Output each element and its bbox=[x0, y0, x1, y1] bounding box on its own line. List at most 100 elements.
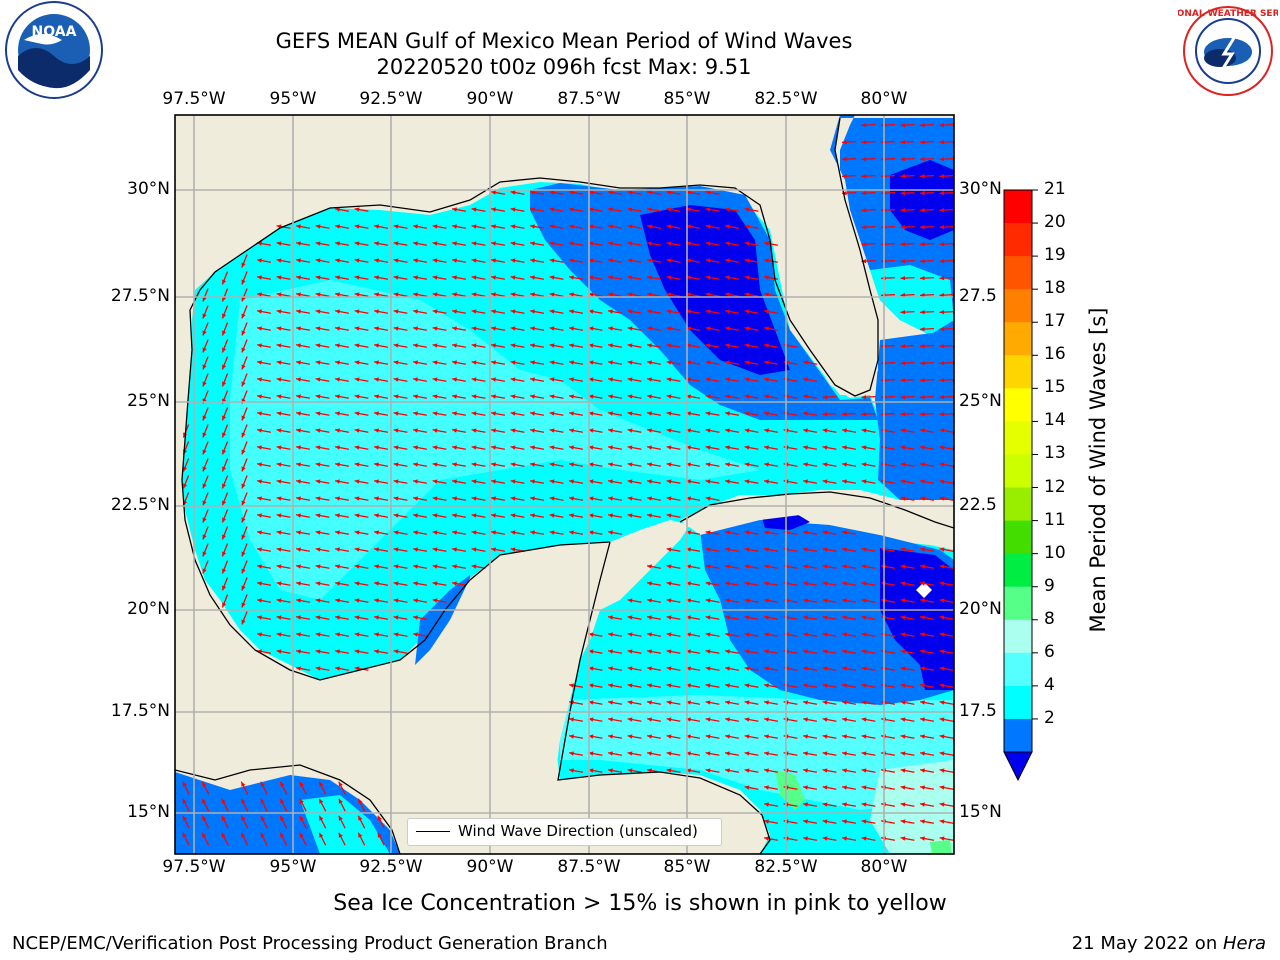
wind-wave-arrow bbox=[666, 496, 681, 501]
wind-wave-arrow bbox=[315, 496, 330, 501]
wind-wave-arrow bbox=[744, 241, 759, 246]
colorbar-segment bbox=[1004, 718, 1032, 753]
wind-wave-arrow bbox=[260, 815, 268, 829]
lon-tick-label-top: 80°W bbox=[860, 89, 908, 109]
wind-wave-arrow bbox=[256, 530, 272, 535]
wind-wave-arrow bbox=[822, 734, 837, 739]
wind-wave-arrow bbox=[315, 649, 330, 654]
colorbar-segment bbox=[1004, 322, 1032, 356]
wind-wave-arrow bbox=[705, 717, 720, 722]
wind-wave-arrow bbox=[919, 683, 935, 688]
wind-wave-arrow bbox=[802, 377, 818, 382]
wind-wave-arrow bbox=[276, 326, 291, 331]
wind-wave-arrow bbox=[744, 224, 759, 229]
florida-land bbox=[760, 115, 954, 398]
wind-wave-arrow bbox=[646, 190, 662, 195]
wind-wave-arrow bbox=[373, 360, 389, 365]
wind-wave-arrow bbox=[763, 292, 779, 297]
wind-wave-arrow bbox=[822, 836, 837, 841]
wind-wave-arrow bbox=[588, 734, 603, 739]
wind-wave-arrow bbox=[841, 411, 857, 417]
wind-wave-arrow bbox=[393, 241, 408, 246]
wind-wave-arrow bbox=[295, 275, 311, 280]
wind-wave-arrow bbox=[666, 292, 681, 297]
wind-wave-arrow bbox=[705, 632, 720, 637]
wind-wave-arrow bbox=[221, 271, 229, 285]
wind-wave-arrow bbox=[471, 343, 486, 348]
wind-wave-arrow bbox=[607, 190, 623, 195]
wind-wave-arrow bbox=[861, 802, 876, 807]
wind-wave-arrow bbox=[315, 275, 330, 280]
wind-wave-arrow bbox=[919, 258, 935, 264]
wind-wave-arrow bbox=[490, 275, 506, 280]
wind-wave-arrow bbox=[279, 815, 288, 829]
wind-wave-arrow bbox=[939, 751, 954, 756]
wind-wave-arrow bbox=[412, 598, 428, 603]
wind-wave-arrow bbox=[202, 526, 209, 540]
wind-wave-arrow bbox=[256, 547, 272, 552]
wind-wave-arrow bbox=[646, 564, 662, 569]
wind-wave-arrow bbox=[919, 751, 935, 756]
wind-wave-arrow bbox=[471, 547, 486, 552]
wind-wave-arrow bbox=[315, 394, 330, 399]
wind-wave-arrow bbox=[861, 751, 876, 756]
colorbar-tick-label: 13 bbox=[1044, 443, 1066, 464]
wind-wave-arrow bbox=[919, 326, 935, 332]
wind-wave-arrow bbox=[607, 241, 623, 246]
wind-wave-arrow bbox=[822, 666, 837, 671]
wind-wave-arrow bbox=[315, 581, 330, 586]
wind-wave-arrow bbox=[646, 734, 662, 739]
wind-wave-arrow bbox=[822, 394, 837, 400]
wind-wave-arrow bbox=[822, 768, 837, 773]
lat-tick-label-left: 20°N bbox=[127, 599, 170, 619]
wind-wave-arrow bbox=[471, 428, 486, 433]
wind-wave-arrow bbox=[412, 462, 428, 467]
wind-wave-arrow bbox=[315, 428, 330, 433]
wind-wave-arrow bbox=[627, 241, 642, 246]
wind-wave-arrow bbox=[412, 581, 428, 586]
wind-wave-arrow bbox=[627, 649, 642, 654]
wind-wave-arrow bbox=[822, 683, 837, 688]
wind-wave-arrow bbox=[939, 122, 954, 128]
wind-wave-arrow bbox=[822, 479, 837, 484]
wind-wave-arrow bbox=[861, 139, 876, 145]
wind-wave-arrow bbox=[256, 462, 272, 467]
wind-wave-arrow bbox=[510, 462, 525, 467]
wind-wave-arrow bbox=[763, 360, 779, 365]
wind-wave-arrow bbox=[646, 598, 662, 603]
wind-wave-arrow bbox=[568, 496, 584, 501]
wind-wave-arrow bbox=[939, 377, 954, 383]
mexico-pacific-land bbox=[175, 680, 540, 854]
wind-wave-arrow bbox=[588, 445, 603, 450]
wind-wave-arrow bbox=[373, 428, 389, 433]
wind-wave-arrow bbox=[646, 615, 662, 620]
wind-wave-arrow bbox=[607, 411, 623, 416]
wind-wave-arrow bbox=[841, 683, 857, 688]
wind-wave-arrow bbox=[568, 360, 584, 365]
wind-wave-arrow bbox=[490, 445, 506, 450]
wind-wave-arrow bbox=[432, 513, 447, 518]
wind-wave-arrow bbox=[666, 207, 681, 212]
wind-wave-arrow bbox=[841, 479, 857, 484]
wind-wave-arrow bbox=[607, 360, 623, 365]
lat-tick-label-right: 17.5 bbox=[959, 701, 997, 721]
wind-wave-arrow bbox=[338, 815, 346, 829]
wind-wave-arrow bbox=[510, 377, 525, 382]
wind-wave-arrow bbox=[393, 428, 408, 433]
wind-wave-arrow bbox=[939, 734, 954, 739]
wind-wave-arrow bbox=[568, 768, 584, 773]
wind-wave-arrow bbox=[315, 258, 330, 263]
wind-wave-arrow bbox=[568, 394, 584, 399]
wind-wave-arrow bbox=[841, 547, 857, 552]
wind-wave-arrow bbox=[861, 683, 876, 688]
wind-wave-arrow bbox=[588, 700, 603, 705]
wind-wave-arrow bbox=[939, 445, 954, 450]
wind-wave-arrow bbox=[393, 343, 408, 348]
wind-wave-arrow bbox=[451, 309, 467, 314]
wind-wave-arrow bbox=[334, 445, 350, 450]
colorbar-tick-label: 11 bbox=[1044, 509, 1066, 530]
wind-wave-arrow bbox=[588, 394, 603, 399]
wind-wave-arrow bbox=[334, 496, 350, 501]
wind-wave-arrow bbox=[451, 462, 467, 467]
wind-wave-arrow bbox=[451, 343, 467, 348]
